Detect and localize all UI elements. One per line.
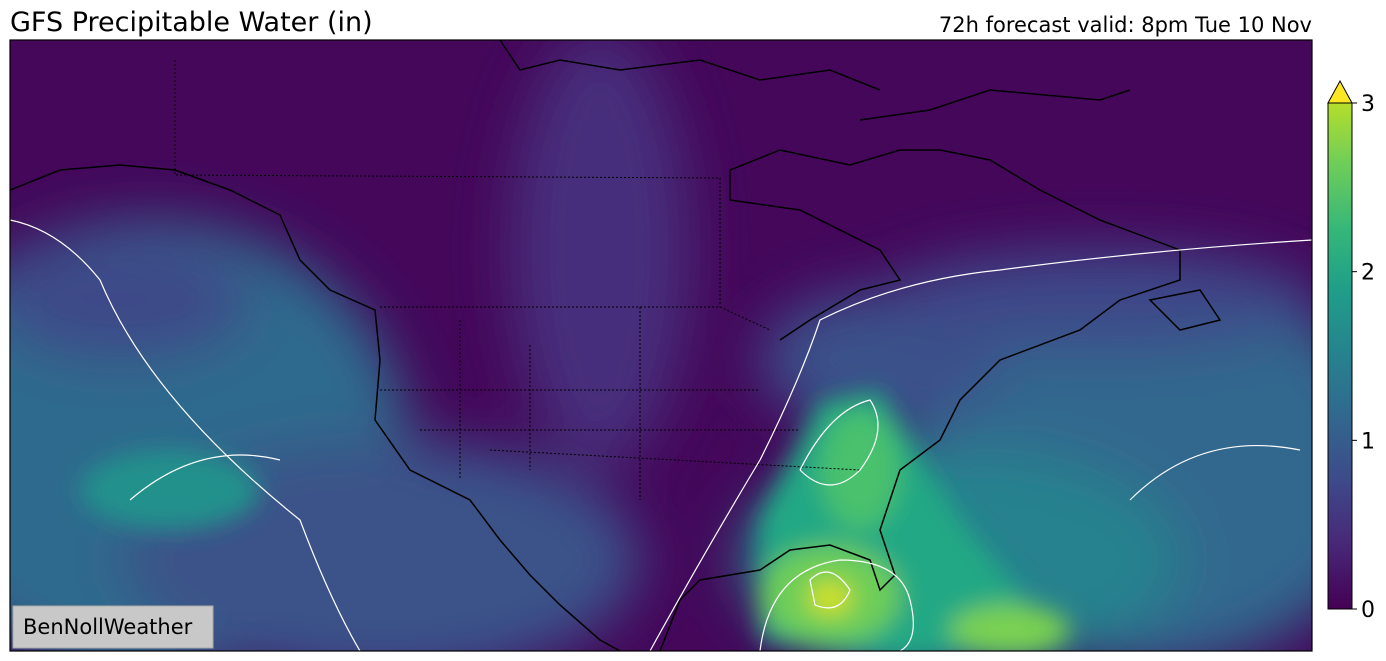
colorbar-extend — [1327, 79, 1353, 104]
watermark: BenNollWeather — [23, 615, 193, 639]
colorbar-tick-label: 3 — [1361, 92, 1375, 117]
map-frame — [9, 39, 1313, 652]
map-subtitle: 72h forecast valid: 8pm Tue 10 Nov — [939, 13, 1312, 37]
colorbar — [1327, 102, 1353, 610]
colorbar-tick-label: 0 — [1361, 598, 1375, 623]
watermark-box — [12, 605, 214, 649]
map-field — [10, 40, 1312, 651]
colorbar-tick-label: 1 — [1361, 429, 1375, 454]
map-title: GFS Precipitable Water (in) — [10, 7, 373, 38]
colorbar-tick-label: 2 — [1361, 261, 1375, 286]
